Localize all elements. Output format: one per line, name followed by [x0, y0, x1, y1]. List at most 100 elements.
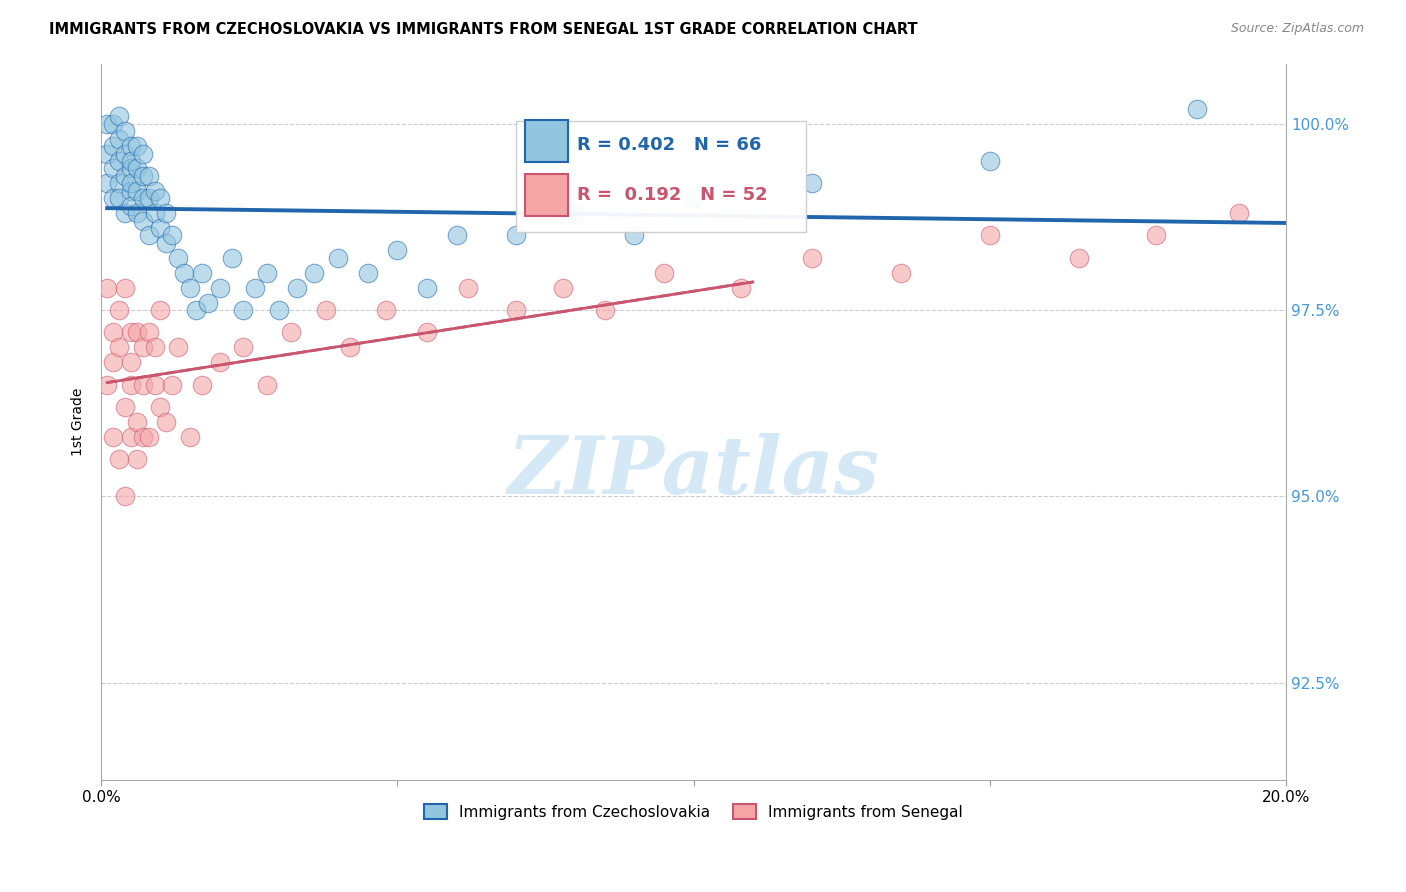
Point [108, 303, 131, 318]
Point [114, 489, 136, 503]
Point [979, 153, 1001, 168]
Point [505, 228, 527, 243]
Point [315, 303, 337, 318]
Point [505, 303, 527, 318]
Point [801, 251, 824, 265]
Point [125, 415, 148, 429]
Point [143, 377, 166, 392]
Point [1144, 228, 1167, 243]
Point [125, 139, 148, 153]
Point [108, 131, 131, 145]
Point [120, 139, 142, 153]
Point [101, 326, 124, 340]
Point [208, 280, 231, 294]
Point [357, 266, 380, 280]
Point [108, 340, 131, 354]
Point [120, 199, 142, 213]
Point [138, 430, 160, 444]
Point [131, 169, 153, 183]
Point [131, 191, 153, 205]
Point [120, 153, 142, 168]
Point [155, 206, 177, 220]
Point [131, 340, 153, 354]
Point [114, 400, 136, 414]
Point [120, 326, 142, 340]
Point [232, 303, 254, 318]
Point [1067, 251, 1090, 265]
Point [416, 326, 439, 340]
Point [114, 169, 136, 183]
Point [101, 430, 124, 444]
Point [553, 280, 575, 294]
Point [114, 280, 136, 294]
Point [120, 430, 142, 444]
Point [179, 430, 201, 444]
Point [114, 124, 136, 138]
Point [623, 228, 645, 243]
Point [280, 326, 302, 340]
Point [155, 235, 177, 250]
Point [125, 326, 148, 340]
Point [155, 415, 177, 429]
Point [96, 146, 118, 161]
Point [131, 146, 153, 161]
Point [114, 206, 136, 220]
Point [114, 146, 136, 161]
Point [101, 117, 124, 131]
Point [108, 109, 131, 123]
Point [374, 303, 396, 318]
Point [801, 177, 824, 191]
Point [101, 161, 124, 176]
Point [1185, 102, 1208, 116]
Point [162, 377, 184, 392]
Point [120, 377, 142, 392]
Point [138, 169, 160, 183]
Text: R =  0.192   N = 52: R = 0.192 N = 52 [578, 186, 768, 203]
Point [149, 221, 172, 235]
Point [221, 251, 243, 265]
Point [208, 355, 231, 369]
Point [267, 303, 290, 318]
Point [564, 206, 586, 220]
Point [167, 251, 190, 265]
Point [101, 139, 124, 153]
Point [979, 228, 1001, 243]
Point [96, 280, 118, 294]
Point [120, 177, 142, 191]
Point [593, 303, 616, 318]
Point [232, 340, 254, 354]
Point [167, 340, 190, 354]
Point [138, 228, 160, 243]
Legend: Immigrants from Czechoslovakia, Immigrants from Senegal: Immigrants from Czechoslovakia, Immigran… [418, 797, 969, 826]
Point [149, 303, 172, 318]
Point [162, 228, 184, 243]
Point [120, 161, 142, 176]
Point [125, 206, 148, 220]
Point [730, 280, 752, 294]
Point [120, 184, 142, 198]
Point [652, 266, 675, 280]
Point [143, 206, 166, 220]
Point [285, 280, 308, 294]
Point [256, 377, 278, 392]
Point [138, 326, 160, 340]
Point [173, 266, 195, 280]
Text: IMMIGRANTS FROM CZECHOSLOVAKIA VS IMMIGRANTS FROM SENEGAL 1ST GRADE CORRELATION : IMMIGRANTS FROM CZECHOSLOVAKIA VS IMMIGR… [49, 22, 918, 37]
Point [108, 452, 131, 467]
Point [125, 452, 148, 467]
Y-axis label: 1st Grade: 1st Grade [72, 388, 86, 456]
Point [131, 430, 153, 444]
Point [457, 280, 479, 294]
Text: ZIPatlas: ZIPatlas [508, 434, 880, 511]
Point [1227, 206, 1250, 220]
Point [179, 280, 201, 294]
Point [108, 191, 131, 205]
Point [197, 295, 219, 310]
Point [446, 228, 468, 243]
Point [245, 280, 267, 294]
Point [125, 184, 148, 198]
Point [682, 191, 704, 205]
Point [108, 177, 131, 191]
Point [138, 191, 160, 205]
Point [191, 377, 214, 392]
